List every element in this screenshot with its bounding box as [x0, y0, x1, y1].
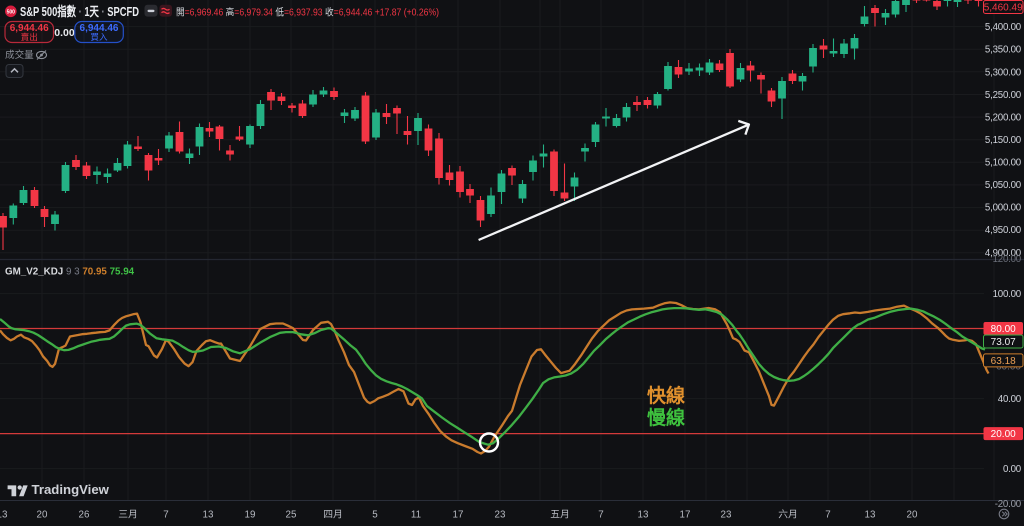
svg-text:80.00: 80.00	[991, 324, 1016, 335]
svg-text:四月: 四月	[323, 509, 343, 521]
svg-text:5,460.49: 5,460.49	[984, 3, 1023, 14]
svg-text:7: 7	[598, 510, 603, 521]
svg-text:5,300.00: 5,300.00	[985, 67, 1022, 78]
svg-text:5,200.00: 5,200.00	[985, 113, 1022, 124]
svg-text:4,900.00: 4,900.00	[985, 248, 1022, 259]
svg-text:20.00: 20.00	[991, 429, 1016, 440]
svg-text:13: 13	[203, 510, 214, 521]
svg-text:500: 500	[7, 9, 16, 15]
svg-text:7: 7	[825, 510, 830, 521]
svg-text:13: 13	[0, 510, 8, 521]
svg-text:5,400.00: 5,400.00	[985, 22, 1022, 33]
svg-text:慢線: 慢線	[647, 406, 685, 429]
svg-text:開=6,969.46 高=6,979.34 低=6,937.: 開=6,969.46 高=6,979.34 低=6,937.93 收=6,944…	[176, 6, 439, 19]
svg-text:23: 23	[495, 510, 506, 521]
svg-text:5,100.00: 5,100.00	[985, 157, 1022, 168]
svg-text:63.18: 63.18	[991, 356, 1016, 367]
svg-text:-20.00: -20.00	[995, 499, 1022, 510]
svg-text:20: 20	[37, 510, 48, 521]
svg-text:17: 17	[680, 510, 691, 521]
svg-text:25: 25	[286, 510, 297, 521]
svg-text:4,950.00: 4,950.00	[985, 225, 1022, 236]
svg-text:40.00: 40.00	[998, 394, 1022, 405]
svg-text:GM_V2_KDJ 9 3 70.95 75.94: GM_V2_KDJ 9 3 70.95 75.94	[5, 267, 135, 278]
svg-text:TradingView: TradingView	[32, 482, 110, 497]
svg-text:26: 26	[79, 510, 90, 521]
svg-text:5,250.00: 5,250.00	[985, 90, 1022, 101]
svg-text:13: 13	[638, 510, 649, 521]
svg-text:快線: 快線	[647, 384, 685, 407]
svg-text:三月: 三月	[118, 509, 138, 521]
svg-text:20: 20	[907, 510, 918, 521]
svg-text:買入: 買入	[90, 32, 108, 42]
svg-text:19: 19	[245, 510, 256, 521]
svg-text:0.00: 0.00	[1003, 464, 1022, 475]
svg-text:13: 13	[865, 510, 876, 521]
svg-text:7: 7	[163, 510, 168, 521]
svg-text:11: 11	[411, 510, 421, 521]
svg-text:73.07: 73.07	[991, 337, 1016, 348]
svg-text:五月: 五月	[550, 509, 570, 521]
svg-text:100.00: 100.00	[993, 289, 1022, 300]
svg-text:120.00: 120.00	[993, 254, 1022, 265]
svg-text:5,050.00: 5,050.00	[985, 180, 1022, 191]
svg-text:5,350.00: 5,350.00	[985, 45, 1022, 56]
svg-text:5: 5	[372, 510, 378, 521]
svg-text:6,944.46: 6,944.46	[80, 23, 119, 34]
svg-text:成交量: 成交量	[5, 49, 34, 61]
svg-text:0.00: 0.00	[54, 27, 75, 39]
svg-text:5,150.00: 5,150.00	[985, 135, 1022, 146]
svg-text:S&P 500指數 · 1天 · SPCFD: S&P 500指數 · 1天 · SPCFD	[20, 4, 139, 19]
svg-text:6,944.46: 6,944.46	[10, 23, 49, 34]
svg-text:賣出: 賣出	[21, 31, 38, 42]
svg-text:17: 17	[453, 510, 464, 521]
svg-text:5,000.00: 5,000.00	[985, 203, 1022, 214]
svg-text:六月: 六月	[778, 509, 798, 521]
svg-text:23: 23	[721, 510, 732, 521]
